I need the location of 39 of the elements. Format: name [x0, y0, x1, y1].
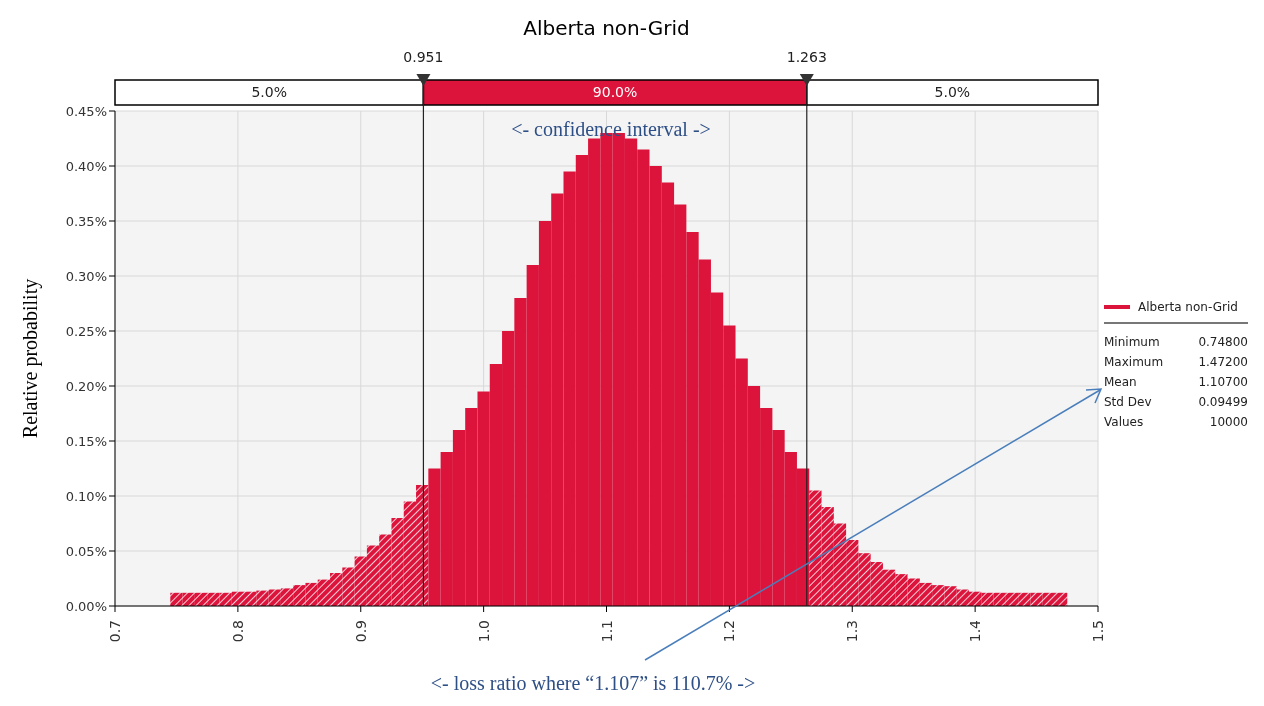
text: 0.09499	[1198, 394, 1248, 411]
text: 90.0%	[592, 84, 638, 101]
y-axis-title: Relative probability	[19, 278, 42, 439]
annotation: <- confidence interval ->	[511, 118, 711, 140]
text: 5.0%	[934, 84, 971, 101]
x-tick-label: 0.9	[352, 620, 369, 643]
y-tick-label: 0.15%	[65, 433, 107, 449]
text: Mean	[1104, 374, 1137, 391]
y-tick-label: 0.30%	[65, 268, 107, 284]
x-tick-label: 1.1	[598, 620, 615, 643]
x-tick-label: 1.2	[721, 620, 738, 643]
y-tick-label: 0.20%	[65, 378, 107, 394]
y-tick-label: 0.45%	[65, 103, 107, 119]
y-tick-label: 0.05%	[65, 543, 107, 559]
x-tick-label: 0.8	[229, 620, 246, 643]
text: <- loss ratio where “1.107” is 110.7% ->	[430, 672, 756, 694]
text: 1.10700	[1198, 374, 1248, 391]
x-tick-label: 0.7	[107, 620, 123, 643]
x-tick-label: 1.4	[967, 619, 984, 643]
text: Std Dev	[1104, 394, 1152, 411]
text: 1.47200	[1198, 354, 1248, 371]
y-tick-label: 0.35%	[65, 213, 107, 229]
y-tick-label: 0.00%	[65, 598, 107, 614]
text: 10000	[1209, 414, 1248, 431]
chart-title: Alberta non-Grid	[522, 16, 691, 40]
text: Maximum	[1104, 354, 1164, 371]
text: 0.74800	[1198, 334, 1248, 351]
text: Values	[1104, 414, 1144, 431]
y-tick-label: 0.25%	[65, 323, 107, 339]
x-tick-label: 1.0	[475, 620, 492, 643]
x-tick-label: 1.5	[1090, 620, 1106, 643]
legend-label: Alberta non-Grid	[1138, 300, 1238, 314]
ref-line-label: 0.951	[403, 49, 444, 65]
y-tick-label: 0.10%	[65, 488, 107, 504]
x-tick-label: 1.3	[844, 620, 861, 643]
ref-line-label: 1.263	[786, 49, 827, 65]
text: Minimum	[1104, 334, 1160, 351]
y-tick-label: 0.40%	[65, 158, 107, 174]
text: 5.0%	[251, 84, 287, 101]
